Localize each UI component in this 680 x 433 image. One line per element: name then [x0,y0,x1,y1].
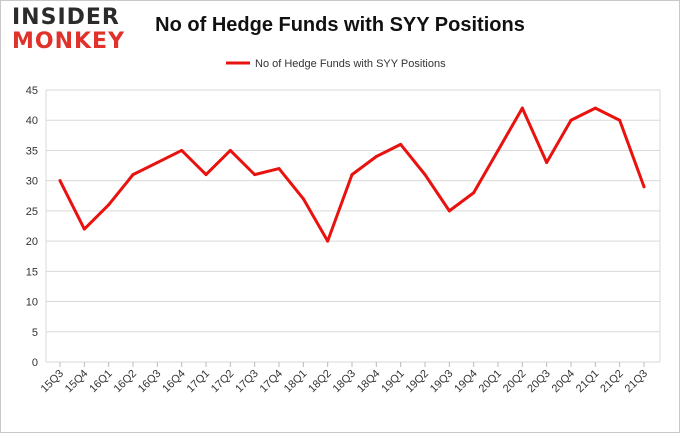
x-tick-label: 20Q4 [550,368,578,396]
x-tick-label: 19Q1 [379,368,407,396]
data-point [374,154,378,158]
x-tick-label: 21Q3 [623,368,651,396]
chart-title: No of Hedge Funds with SYY Positions [155,14,525,36]
x-tick-label: 15Q3 [39,368,67,396]
x-tick-label: 17Q3 [233,368,261,396]
y-tick-label: 5 [32,327,38,339]
x-tick-label: 17Q1 [185,368,213,396]
x-tick-label: 20Q1 [477,368,505,396]
x-tick-label: 16Q4 [160,368,188,396]
x-tick-label: 16Q3 [136,368,164,396]
series-line [58,106,646,243]
x-tick-label: 18Q4 [355,368,383,396]
data-point [301,197,305,201]
legend: No of Hedge Funds with SYY Positions [226,58,446,70]
x-tick-label: 16Q1 [87,368,115,396]
data-point [155,161,159,165]
axes [45,90,661,362]
x-tick-label: 20Q3 [525,368,553,396]
data-point [399,142,403,146]
x-tick-label: 17Q2 [209,368,237,396]
data-point [520,106,524,110]
x-tick-label: 15Q4 [63,368,91,396]
data-point [82,227,86,231]
data-point [228,148,232,152]
data-point [618,118,622,122]
data-point [423,173,427,177]
x-tick-label: 16Q2 [112,368,140,396]
data-point [131,173,135,177]
y-tick-label: 35 [26,145,38,157]
data-point [277,167,281,171]
data-point [545,161,549,165]
y-tick-label: 10 [26,297,38,309]
legend-label: No of Hedge Funds with SYY Positions [255,58,446,70]
x-tick-label: 21Q2 [598,368,626,396]
data-point [593,106,597,110]
insider-monkey-logo: INSIDER MONKEY [12,6,130,56]
x-tick-label: 21Q1 [574,368,602,396]
data-point [472,191,476,195]
y-tick-label: 0 [32,357,38,369]
y-tick-label: 25 [26,206,38,218]
data-point [107,203,111,207]
data-point [253,173,257,177]
data-point [496,148,500,152]
y-axis-ticks: 0 5 10 15 20 25 30 35 40 45 [26,85,38,369]
x-tick-label: 19Q3 [428,368,456,396]
x-axis-ticks: 15Q315Q416Q116Q216Q316Q417Q117Q217Q317Q4… [39,362,651,396]
x-tick-label: 18Q1 [282,368,310,396]
y-tick-label: 20 [26,236,38,248]
data-point [569,118,573,122]
data-point [447,209,451,213]
x-tick-label: 19Q2 [404,368,432,396]
data-point [58,179,62,183]
y-tick-label: 45 [26,85,38,97]
x-tick-label: 20Q2 [501,368,529,396]
data-point [326,239,330,243]
logo-line-1: INSIDER [12,5,120,30]
y-tick-label: 30 [26,176,38,188]
data-point [180,148,184,152]
x-tick-label: 18Q3 [331,368,359,396]
x-tick-label: 18Q2 [306,368,334,396]
data-point [642,185,646,189]
y-tick-label: 40 [26,115,38,127]
x-tick-label: 17Q4 [258,368,286,396]
data-point [204,173,208,177]
y-tick-label: 15 [26,266,38,278]
grid-lines [46,89,660,363]
logo-line-2: MONKEY [12,29,126,54]
data-point [350,173,354,177]
x-tick-label: 19Q4 [452,368,480,396]
